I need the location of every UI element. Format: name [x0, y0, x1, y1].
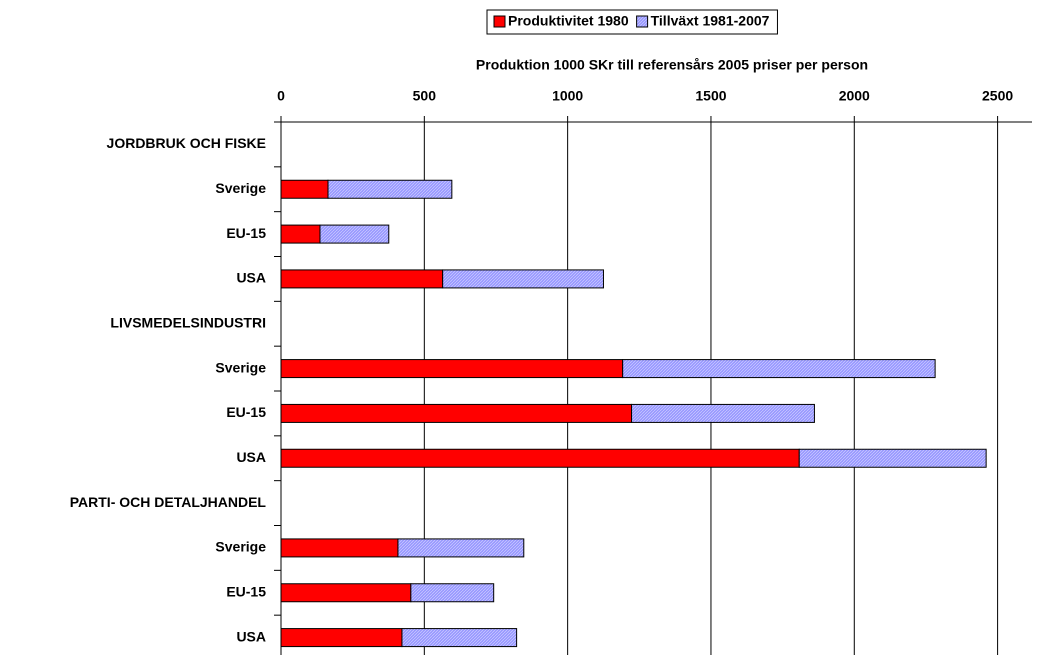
y-tick-label: EU-15 [226, 404, 266, 420]
bar [622, 359, 936, 379]
y-tick-label: USA [236, 628, 266, 644]
y-tick-label: JORDBRUK OCH FISKE [107, 135, 266, 151]
bar [401, 628, 518, 648]
x-tick-label: 1000 [552, 88, 583, 104]
legend-swatch [636, 15, 649, 28]
y-tick-label: USA [236, 270, 266, 286]
bar [631, 403, 815, 423]
y-tick-label: PARTI- OCH DETALJHANDEL [70, 494, 267, 510]
bar [280, 179, 329, 199]
bar [280, 269, 444, 289]
y-tick-label: Sverige [215, 359, 266, 375]
x-tick-label: 1500 [695, 88, 726, 104]
legend-label: Produktivitet 1980 [508, 13, 629, 29]
bar [442, 269, 604, 289]
legend-box [486, 9, 778, 35]
y-tick-label: LIVSMEDELSINDUSTRI [110, 314, 266, 330]
bar [280, 448, 800, 468]
x-tick-label: 2500 [982, 88, 1013, 104]
bar [280, 628, 403, 648]
legend-label: Tillväxt 1981-2007 [651, 13, 770, 29]
bar [280, 403, 633, 423]
bar [410, 583, 495, 603]
bar [280, 224, 321, 244]
bar [319, 224, 390, 244]
bar [327, 179, 453, 199]
bar [280, 359, 624, 379]
y-tick-label: USA [236, 449, 266, 465]
y-tick-label: EU-15 [226, 225, 266, 241]
bar [280, 538, 399, 558]
legend-swatch [493, 15, 506, 28]
bar [798, 448, 987, 468]
x-tick-label: 2000 [839, 88, 870, 104]
y-tick-label: Sverige [215, 180, 266, 196]
x-tick-label: 500 [413, 88, 437, 104]
bar [280, 583, 412, 603]
x-tick-label: 0 [277, 88, 285, 104]
chart-title: Produktion 1000 SKr till referensårs 200… [476, 57, 868, 73]
bar [397, 538, 525, 558]
y-tick-label: Sverige [215, 539, 266, 555]
y-tick-label: EU-15 [226, 583, 266, 599]
